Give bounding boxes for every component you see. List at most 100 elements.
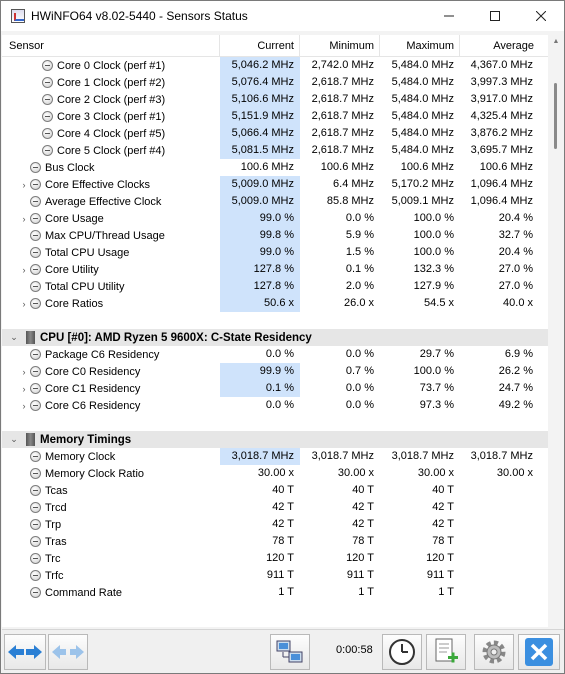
sensor-row[interactable]: Max CPU/Thread Usage 99.8 % 5.9 % 100.0 % 32… [2, 227, 548, 244]
average-value: 49.2 % [498, 399, 533, 411]
expand-chevron-icon[interactable]: › [22, 383, 26, 394]
reset-timer-button[interactable] [382, 634, 422, 670]
sensor-row[interactable]: Memory Clock Ratio 30.00 x 30.00 x 30.00 x 3… [2, 465, 548, 482]
column-header-maximum[interactable]: Maximum [380, 35, 460, 57]
sensor-label: Max CPU/Thread Usage [45, 229, 165, 242]
expand-chevron-icon[interactable]: › [22, 366, 26, 377]
sensor-row[interactable]: Core 1 Clock (perf #2) 5,076.4 MHz 2,618.7… [2, 74, 548, 91]
sensor-name-cell: › Core C0 Residency [2, 363, 220, 380]
maximum-value: 120 T [426, 552, 454, 564]
sensor-row[interactable]: › Core Utility 127.8 % 0.1 % 132.3 % 27.0 % [2, 261, 548, 278]
row-spacer [2, 601, 548, 618]
sensor-row[interactable]: Core 0 Clock (perf #1) 5,046.2 MHz 2,742.0… [2, 57, 548, 74]
sensor-row[interactable]: Total CPU Usage 99.0 % 1.5 % 100.0 % 20.4 % [2, 244, 548, 261]
collapse-chevron-icon[interactable]: ⌄ [10, 332, 18, 342]
sensor-row[interactable]: Command Rate 1 T 1 T 1 T [2, 584, 548, 601]
sensor-row[interactable]: › Core C0 Residency 99.9 % 0.7 % 100.0 % 26.2… [2, 363, 548, 380]
column-header-average[interactable]: Average [493, 40, 534, 52]
close-icon [536, 11, 546, 21]
sensor-label: Core 5 Clock (perf #4) [57, 144, 166, 157]
sensor-label: Bus Clock [45, 161, 95, 174]
network-button[interactable] [270, 634, 310, 670]
expand-chevron-icon[interactable]: › [22, 400, 26, 411]
close-button[interactable] [518, 1, 564, 31]
sensor-row[interactable]: › Core Usage 99.0 % 0.0 % 100.0 % 20.4 % [2, 210, 548, 227]
elapsed-time: 0:00:58 [336, 644, 373, 656]
hwinfo-app-icon [11, 9, 25, 23]
scrollbar-thumb[interactable] [554, 83, 557, 149]
average-value: 3,876.2 MHz [470, 127, 533, 139]
sensor-row[interactable]: Core 3 Clock (perf #1) 5,151.9 MHz 2,618.7… [2, 108, 548, 125]
sensor-list[interactable]: Core 0 Clock (perf #1) 5,046.2 MHz 2,742.0… [2, 57, 548, 627]
maximum-value: 78 T [432, 535, 454, 547]
current-value: 5,151.9 MHz [220, 108, 300, 125]
sensor-name-cell: Command Rate [2, 584, 220, 601]
minimize-button[interactable] [426, 1, 472, 31]
expand-chevron-icon[interactable]: › [22, 264, 26, 275]
scroll-up-arrow[interactable]: ▲ [552, 38, 560, 45]
sensor-group-header[interactable]: ⌄ CPU [#0]: AMD Ryzen 5 9600X: C-State Re… [2, 329, 548, 346]
minimum-value: 2,618.7 MHz [311, 76, 374, 88]
current-value: 42 T [272, 501, 294, 513]
sensor-group-header[interactable]: ⌄ Memory Timings [2, 431, 548, 448]
maximize-button[interactable] [472, 1, 518, 31]
expand-chevron-icon[interactable]: › [22, 179, 26, 190]
sensor-row[interactable]: Trcd 42 T 42 T 42 T [2, 499, 548, 516]
sensor-row[interactable]: Core 5 Clock (perf #4) 5,081.5 MHz 2,618.7… [2, 142, 548, 159]
expand-chevron-icon[interactable]: › [22, 298, 26, 309]
sensor-row[interactable]: › Core Effective Clocks 5,009.0 MHz 6.4 MHz… [2, 176, 548, 193]
minimum-value: 42 T [352, 501, 374, 513]
sensor-row[interactable]: Memory Clock 3,018.7 MHz 3,018.7 MHz 3,018.… [2, 448, 548, 465]
sensor-row[interactable]: Core 4 Clock (perf #5) 5,066.4 MHz 2,618.7… [2, 125, 548, 142]
column-header-current[interactable]: Current [220, 35, 300, 57]
sensor-label: Core 3 Clock (perf #1) [57, 110, 166, 123]
sensor-row[interactable]: Core 2 Clock (perf #3) 5,106.6 MHz 2,618.7… [2, 91, 548, 108]
chip-icon [26, 433, 35, 446]
exit-button[interactable] [518, 634, 560, 670]
sensor-row[interactable]: Total CPU Utility 127.8 % 2.0 % 127.9 % 27.0… [2, 278, 548, 295]
current-value: 99.8 % [220, 227, 300, 244]
minimum-value: 911 T [346, 569, 374, 581]
minimum-value: 2,618.7 MHz [311, 110, 374, 122]
sensor-row[interactable]: › Core C1 Residency 0.1 % 0.0 % 73.7 % 24.7 % [2, 380, 548, 397]
sensor-icon [30, 383, 41, 394]
navigate-collapse-button[interactable] [48, 634, 88, 670]
sensor-row[interactable]: Tras 78 T 78 T 78 T [2, 533, 548, 550]
minimum-value: 0.0 % [345, 382, 374, 394]
minimum-value: 78 T [352, 535, 374, 547]
sensor-row[interactable]: Average Effective Clock 5,009.0 MHz 85.8 M… [2, 193, 548, 210]
sensor-label: Total CPU Usage [45, 246, 130, 259]
sensor-row[interactable]: Trc 120 T 120 T 120 T [2, 550, 548, 567]
sensor-row[interactable]: › Core C6 Residency 0.0 % 0.0 % 97.3 % 49.2 % [2, 397, 548, 414]
sensor-row[interactable]: Trfc 911 T 911 T 911 T [2, 567, 548, 584]
column-header-minimum[interactable]: Minimum [300, 35, 380, 57]
vertical-scrollbar[interactable]: ▲ [549, 35, 563, 627]
average-value [460, 584, 539, 601]
settings-button[interactable] [474, 634, 514, 670]
expand-chevron-icon[interactable]: › [22, 213, 26, 224]
column-header-sensor[interactable]: Sensor [2, 35, 220, 57]
current-value: 911 T [266, 569, 294, 581]
sensor-row[interactable]: Tcas 40 T 40 T 40 T [2, 482, 548, 499]
minimum-value: 2,742.0 MHz [311, 59, 374, 71]
sensor-icon [42, 94, 53, 105]
sensor-label: Package C6 Residency [45, 348, 160, 361]
collapse-chevron-icon[interactable]: ⌄ [10, 434, 18, 444]
sensor-row[interactable]: Package C6 Residency 0.0 % 0.0 % 29.7 % 6.9 … [2, 346, 548, 363]
maximum-value: 1 T [438, 586, 454, 598]
sensor-label: Trp [45, 518, 62, 531]
minimize-icon [444, 15, 454, 17]
maximum-value: 127.9 % [413, 280, 454, 292]
group-label: Memory Timings [40, 433, 132, 446]
sensor-row[interactable]: Bus Clock 100.6 MHz 100.6 MHz 100.6 MHz 100.… [2, 159, 548, 176]
maximum-value: 5,170.2 MHz [391, 178, 454, 190]
logging-button[interactable] [426, 634, 466, 670]
sensor-row[interactable]: Trp 42 T 42 T 42 T [2, 516, 548, 533]
sensor-row[interactable]: › Core Ratios 50.6 x 26.0 x 54.5 x 40.0 x [2, 295, 548, 312]
sensor-name-cell: Trfc [2, 567, 220, 584]
title-bar[interactable]: HWiNFO64 v8.02-5440 - Sensors Status [1, 1, 564, 31]
navigate-both-button[interactable] [4, 634, 46, 670]
average-value [460, 533, 539, 550]
row-spacer [2, 414, 548, 431]
current-value: 3,018.7 MHz [220, 448, 300, 465]
